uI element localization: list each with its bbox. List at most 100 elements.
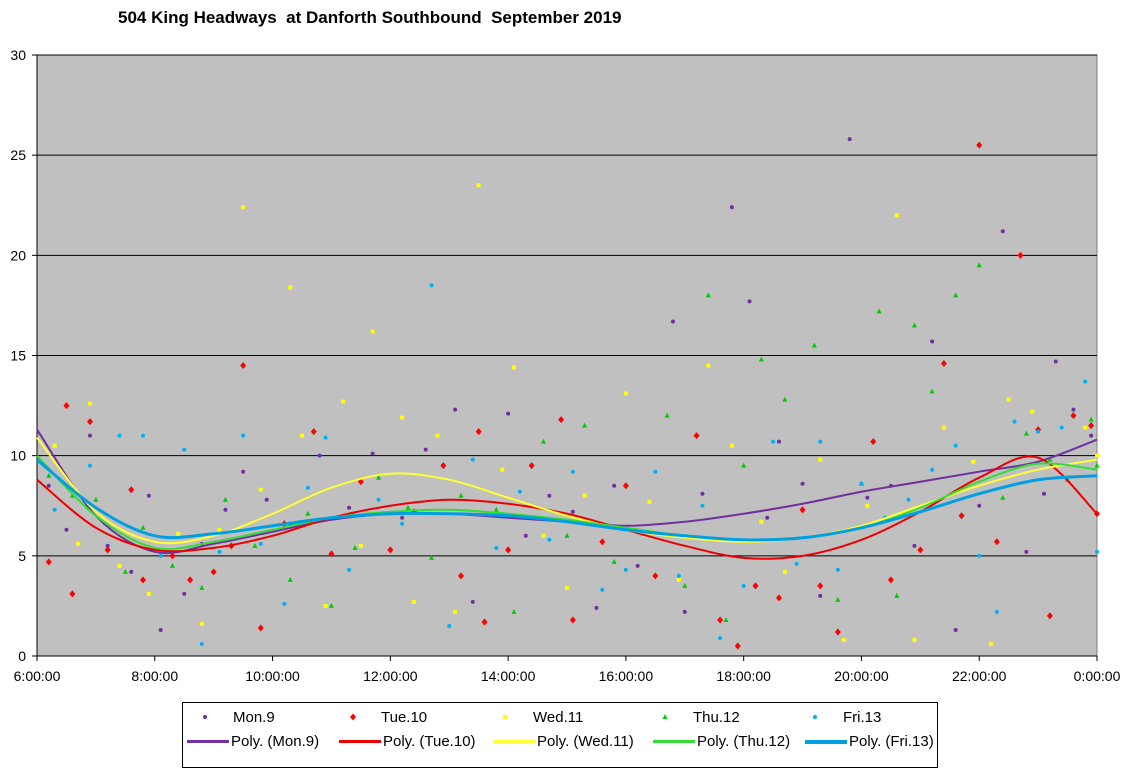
data-point: [540, 438, 546, 444]
data-point: [146, 493, 151, 498]
data-point: [69, 492, 75, 498]
data-point: [129, 569, 134, 574]
data-point: [977, 503, 982, 508]
x-tick-label: 12:00:00: [363, 668, 418, 684]
x-tick-label: 18:00:00: [716, 668, 771, 684]
data-point: [470, 599, 475, 604]
data-point: [287, 576, 293, 582]
legend-line-icon: [339, 740, 381, 743]
data-point: [1012, 419, 1017, 424]
legend-marker-icon: [813, 715, 817, 719]
data-point: [835, 567, 840, 572]
data-point: [741, 583, 746, 588]
legend-marker-icon: [350, 713, 356, 721]
data-point: [1088, 422, 1095, 430]
data-point: [671, 319, 675, 324]
data-point: [117, 433, 122, 438]
data-point: [547, 493, 552, 498]
data-point: [929, 388, 935, 394]
data-point: [88, 433, 92, 438]
data-point: [876, 308, 882, 314]
data-point: [481, 618, 488, 626]
data-point: [182, 591, 187, 596]
data-point: [582, 422, 588, 428]
legend-item: Poly. (Thu.12): [653, 733, 790, 750]
legend-item: Tue.10: [341, 707, 427, 727]
legend-label: Poly. (Fri.13): [849, 733, 934, 750]
data-point: [176, 531, 181, 536]
data-point: [217, 549, 222, 554]
data-point: [700, 491, 705, 496]
data-point: [800, 481, 805, 486]
data-point: [217, 527, 222, 532]
legend-item: Poly. (Wed.11): [493, 733, 634, 750]
chart-title: 504 King Headways at Danforth Southbound…: [118, 8, 622, 27]
data-point: [376, 474, 382, 480]
data-point: [470, 457, 475, 462]
data-point: [453, 609, 458, 614]
data-point: [169, 562, 175, 568]
data-point: [547, 537, 552, 542]
data-point: [1059, 425, 1064, 430]
data-point: [594, 605, 599, 610]
data-point: [182, 447, 187, 452]
data-point: [352, 544, 358, 550]
data-point: [210, 568, 217, 576]
data-point: [541, 533, 546, 538]
data-point: [258, 541, 263, 546]
legend-item: Thu.12: [653, 707, 740, 727]
series-tue-10: [45, 141, 1100, 650]
data-point: [400, 521, 405, 526]
legend-label: Poly. (Mon.9): [231, 733, 320, 750]
legend-marker: [503, 715, 507, 719]
legend-item: Poly. (Tue.10): [339, 733, 476, 750]
data-point: [511, 608, 517, 614]
data-point: [1000, 229, 1005, 234]
data-point: [76, 541, 81, 546]
legend-item: Mon.9: [193, 707, 275, 727]
data-point: [187, 576, 194, 584]
data-point: [953, 443, 958, 448]
data-point: [771, 439, 776, 444]
data-point: [1088, 416, 1094, 422]
data-point: [310, 428, 317, 436]
data-point: [282, 601, 287, 606]
x-tick-label: 10:00:00: [245, 668, 300, 684]
series-mon-9: [46, 137, 1094, 632]
legend-label: Tue.10: [381, 708, 428, 726]
data-point: [599, 538, 606, 546]
data-point: [887, 576, 894, 584]
data-point: [676, 573, 681, 578]
data-point: [505, 546, 512, 554]
trendline-wed-11: [36, 437, 1098, 545]
data-point: [976, 141, 983, 149]
data-point: [1042, 491, 1046, 496]
data-point: [941, 425, 946, 430]
data-point: [693, 432, 700, 440]
data-point: [729, 205, 734, 210]
data-point: [1095, 453, 1099, 458]
data-point: [564, 532, 570, 538]
data-point: [328, 602, 334, 608]
data-point: [1030, 409, 1035, 414]
data-point: [347, 567, 352, 572]
data-point: [199, 641, 204, 646]
data-point: [1000, 494, 1006, 500]
legend: Mon.9 Tue.10 Wed.11 Thu.12 Fri.13 Poly. (Mon…: [182, 702, 938, 768]
data-point: [69, 590, 76, 598]
legend-marker-icon: [662, 714, 668, 719]
legend-label: Mon.9: [233, 708, 275, 726]
data-point: [912, 543, 917, 548]
data-point: [623, 567, 628, 572]
legend-item: Poly. (Fri.13): [805, 733, 934, 750]
x-tick-label: 8:00:00: [131, 668, 178, 684]
data-point: [158, 627, 163, 632]
legend-item: Wed.11: [493, 707, 583, 727]
data-point: [523, 533, 528, 538]
data-point: [706, 363, 711, 368]
data-point: [358, 543, 363, 548]
data-point: [141, 433, 145, 438]
y-tick-label: 10: [10, 448, 26, 464]
data-point: [104, 546, 111, 554]
data-point: [88, 401, 92, 406]
